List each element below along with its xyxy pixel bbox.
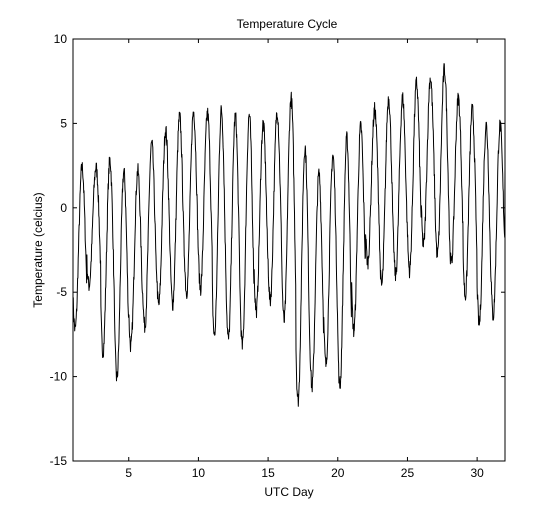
chart-title: Temperature Cycle	[237, 17, 338, 31]
x-tick-label-30: 30	[470, 466, 484, 480]
plot-area	[72, 38, 506, 462]
y-tick-label--10: -10	[50, 370, 68, 384]
y-axis-ticks: -15 -10 -5 0 5 10	[50, 32, 505, 468]
x-tick-label-10: 10	[192, 466, 206, 480]
temperature-series-line	[72, 63, 506, 407]
x-tick-label-15: 15	[261, 466, 275, 480]
plot-frame	[72, 38, 506, 462]
y-tick-label-10: 10	[54, 32, 68, 46]
x-tick-label-20: 20	[331, 466, 345, 480]
y-tick-label--15: -15	[50, 454, 68, 468]
x-tick-label-5: 5	[125, 466, 132, 480]
y-tick-label-5: 5	[60, 116, 67, 130]
x-tick-label-25: 25	[401, 466, 415, 480]
y-tick-label--5: -5	[56, 285, 67, 299]
y-axis-label: Temperature (celcius)	[31, 192, 45, 307]
x-axis-ticks: 5 10 15 20 25 30	[125, 39, 484, 480]
y-tick-label-0: 0	[60, 201, 67, 215]
x-axis-label: UTC Day	[264, 485, 313, 499]
